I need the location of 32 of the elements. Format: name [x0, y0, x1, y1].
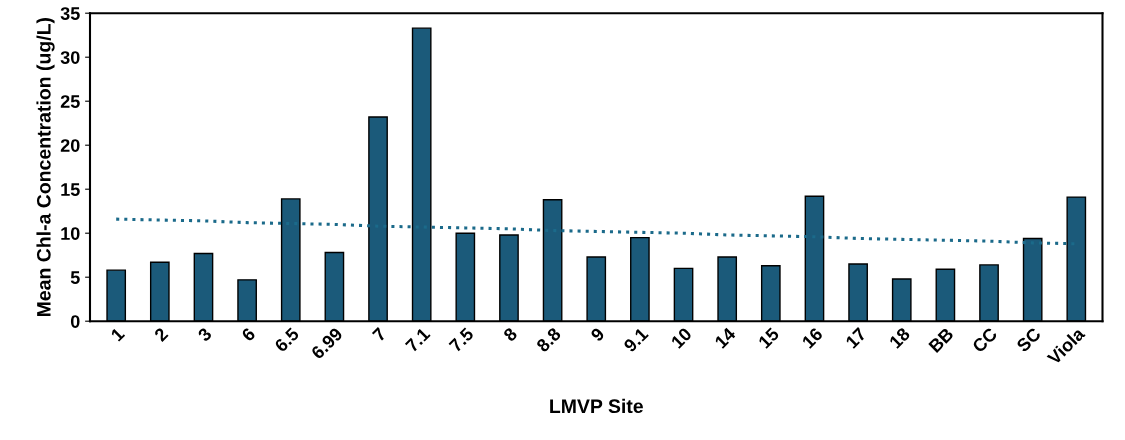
x-tick-label: 6	[240, 326, 257, 343]
x-tick-label: 15	[757, 326, 780, 349]
x-tick-label: 3	[197, 326, 213, 343]
y-tick-label: 5	[70, 271, 80, 284]
x-tick-label: SC	[1015, 326, 1042, 353]
x-tick-label: 6.99	[310, 326, 344, 360]
y-tick-label: 20	[60, 139, 80, 152]
x-tick-label: 7	[371, 327, 387, 342]
x-axis-title: LMVP Site	[550, 398, 643, 414]
y-tick-label: 10	[61, 227, 80, 240]
x-tick-label: 2	[153, 326, 169, 342]
x-tick-label: 10	[670, 326, 693, 349]
y-axis-title: Mean Chl-a Concentration (ug/L)	[36, 18, 55, 317]
x-tick-label: 7.5	[448, 326, 475, 353]
x-tick-label: 1	[110, 326, 126, 342]
y-tick-label: 15	[61, 183, 80, 196]
x-tick-label: 9	[589, 326, 606, 343]
x-tick-label: 14	[714, 326, 737, 349]
x-tick-label: 7.1	[404, 326, 431, 353]
x-tick-label: 6.5	[273, 326, 300, 353]
x-tick-label: 16	[801, 326, 824, 349]
x-tick-label: 8.8	[535, 326, 562, 353]
y-tick-label: 0	[70, 315, 80, 328]
x-tick-label: 9.1	[622, 326, 649, 353]
x-tick-label: BB	[928, 327, 955, 353]
x-tick-label: CC	[971, 326, 999, 354]
x-tick-label: 17	[845, 327, 867, 349]
y-tick-label: 35	[60, 7, 80, 20]
x-tick-label: 8	[502, 326, 518, 343]
x-tick-label: 18	[888, 326, 911, 349]
y-tick-label: 25	[60, 95, 80, 108]
y-tick-label: 30	[60, 51, 80, 64]
